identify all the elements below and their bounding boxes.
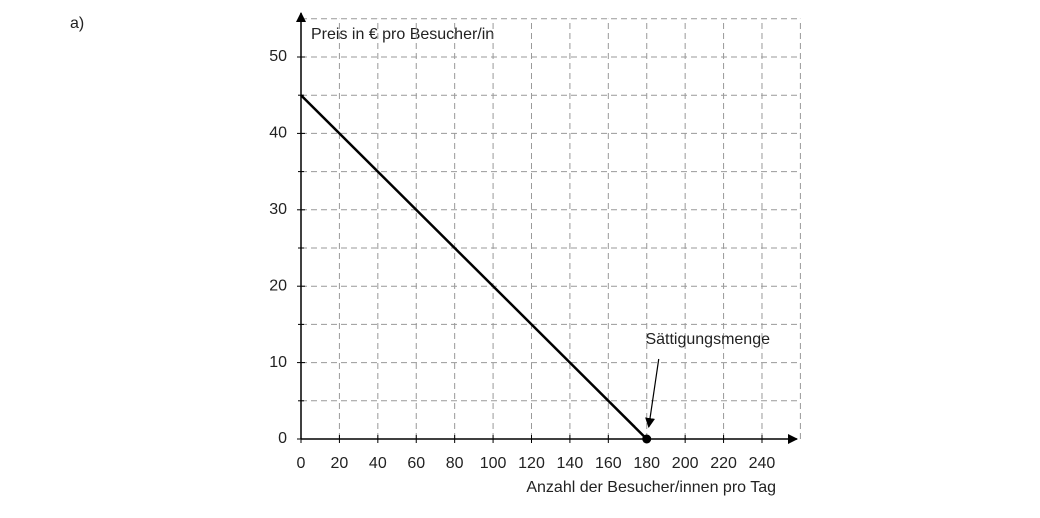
x-tick-label: 180: [633, 455, 660, 472]
y-tick-label: 50: [269, 48, 287, 65]
annotation: Sättigungsmenge: [645, 331, 770, 348]
x-axis-label: Anzahl der Besucher/innen pro Tag: [526, 479, 776, 496]
x-tick-label: 200: [672, 455, 699, 472]
plot-area: [296, 12, 798, 444]
x-tick-label: 80: [446, 455, 464, 472]
x-tick-label: 20: [331, 455, 349, 472]
x-tick-label: 100: [480, 455, 507, 472]
x-tick-label: 140: [557, 455, 584, 472]
x-tick-label: 160: [595, 455, 622, 472]
saturation-point: [642, 434, 652, 444]
x-tick-label: 120: [518, 455, 545, 472]
x-tick-label: 40: [369, 455, 387, 472]
x-tick-label: 220: [710, 455, 737, 472]
y-tick-label: 40: [269, 125, 287, 142]
grid: [297, 18, 801, 443]
y-tick-label: 0: [278, 430, 287, 447]
x-tick-label: 0: [297, 455, 306, 472]
y-tick-label: 10: [269, 354, 287, 371]
panel-label: a): [70, 15, 84, 32]
y-tick-label: 20: [269, 277, 287, 294]
x-tick-label: 240: [749, 455, 776, 472]
y-axis-label: Preis in € pro Besucher/in: [311, 26, 494, 43]
annotation-arrow: [645, 358, 660, 428]
x-tick-label: 60: [407, 455, 425, 472]
line: [300, 94, 648, 440]
y-tick-label: 30: [269, 201, 287, 218]
